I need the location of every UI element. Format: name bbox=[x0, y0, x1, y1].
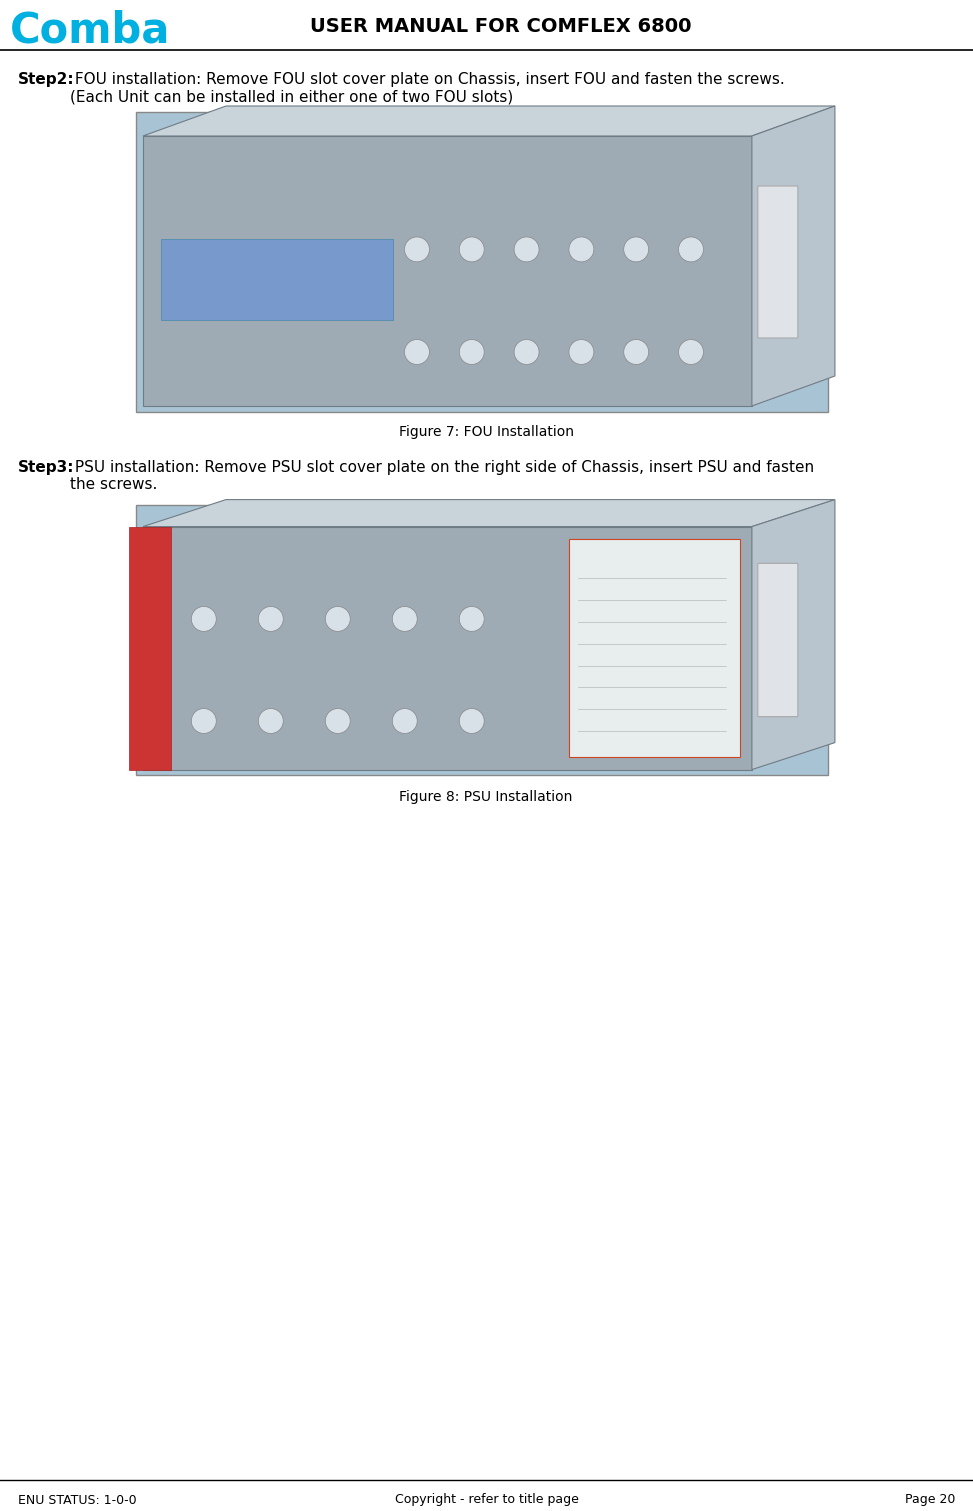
Circle shape bbox=[192, 606, 216, 632]
Circle shape bbox=[514, 237, 539, 261]
FancyBboxPatch shape bbox=[143, 527, 752, 769]
Text: Step3:: Step3: bbox=[18, 459, 75, 474]
FancyBboxPatch shape bbox=[758, 186, 798, 338]
Text: Page 20: Page 20 bbox=[905, 1493, 955, 1506]
FancyBboxPatch shape bbox=[569, 539, 739, 757]
Circle shape bbox=[392, 606, 417, 632]
Circle shape bbox=[325, 709, 350, 733]
Circle shape bbox=[624, 340, 649, 364]
FancyBboxPatch shape bbox=[758, 564, 798, 716]
Text: Figure 8: PSU Installation: Figure 8: PSU Installation bbox=[399, 790, 573, 804]
Circle shape bbox=[392, 709, 417, 733]
Circle shape bbox=[405, 340, 429, 364]
FancyBboxPatch shape bbox=[129, 527, 170, 769]
Circle shape bbox=[678, 237, 703, 261]
Text: Step2:: Step2: bbox=[18, 73, 75, 88]
Text: USER MANUAL FOR COMFLEX 6800: USER MANUAL FOR COMFLEX 6800 bbox=[310, 18, 692, 36]
Text: ENU STATUS: 1-0-0: ENU STATUS: 1-0-0 bbox=[18, 1493, 136, 1506]
Circle shape bbox=[259, 709, 283, 733]
Circle shape bbox=[192, 709, 216, 733]
Circle shape bbox=[459, 237, 485, 261]
Text: Figure 7: FOU Installation: Figure 7: FOU Installation bbox=[399, 425, 573, 440]
Text: Copyright - refer to title page: Copyright - refer to title page bbox=[395, 1493, 578, 1506]
FancyBboxPatch shape bbox=[136, 505, 828, 775]
Polygon shape bbox=[143, 500, 835, 527]
Text: FOU installation: Remove FOU slot cover plate on Chassis, insert FOU and fasten : FOU installation: Remove FOU slot cover … bbox=[70, 73, 785, 104]
Circle shape bbox=[459, 709, 485, 733]
Text: PSU installation: Remove PSU slot cover plate on the right side of Chassis, inse: PSU installation: Remove PSU slot cover … bbox=[70, 459, 814, 493]
Polygon shape bbox=[752, 106, 835, 406]
Circle shape bbox=[569, 237, 594, 261]
Circle shape bbox=[459, 340, 485, 364]
Circle shape bbox=[624, 237, 649, 261]
FancyBboxPatch shape bbox=[143, 136, 752, 406]
Text: Comba: Comba bbox=[10, 9, 170, 51]
Circle shape bbox=[514, 340, 539, 364]
Polygon shape bbox=[143, 106, 835, 136]
Polygon shape bbox=[752, 500, 835, 769]
Circle shape bbox=[405, 237, 429, 261]
Circle shape bbox=[459, 606, 485, 632]
FancyBboxPatch shape bbox=[162, 239, 392, 320]
Circle shape bbox=[569, 340, 594, 364]
FancyBboxPatch shape bbox=[136, 112, 828, 413]
Circle shape bbox=[678, 340, 703, 364]
Circle shape bbox=[325, 606, 350, 632]
Circle shape bbox=[259, 606, 283, 632]
